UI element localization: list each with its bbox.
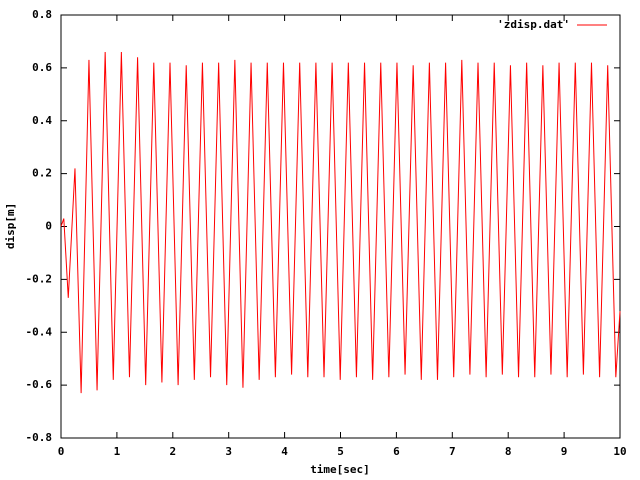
- y-tick-label: 0.8: [32, 8, 52, 21]
- y-tick-label: -0.4: [26, 325, 53, 338]
- x-tick-label: 1: [114, 445, 121, 458]
- x-tick-label: 8: [505, 445, 512, 458]
- y-tick-label: -0.2: [26, 272, 53, 285]
- x-tick-label: 6: [393, 445, 400, 458]
- y-axis-label: disp[m]: [4, 203, 17, 249]
- x-axis-label: time[sec]: [310, 463, 370, 476]
- y-tick-label: 0: [45, 220, 52, 233]
- x-tick-label: 10: [613, 445, 626, 458]
- y-tick-label: 0.6: [32, 61, 52, 74]
- y-tick-label: 0.2: [32, 167, 52, 180]
- x-tick-label: 7: [449, 445, 456, 458]
- legend-label: 'zdisp.dat': [497, 18, 570, 31]
- x-tick-label: 9: [561, 445, 568, 458]
- x-tick-label: 2: [169, 445, 176, 458]
- y-tick-label: -0.8: [26, 431, 53, 444]
- x-tick-label: 0: [58, 445, 65, 458]
- x-tick-label: 3: [225, 445, 232, 458]
- y-tick-label: -0.6: [26, 378, 53, 391]
- data-line: [60, 51, 621, 394]
- x-tick-label: 5: [337, 445, 344, 458]
- x-tick-label: 4: [281, 445, 288, 458]
- y-tick-label: 0.4: [32, 114, 52, 127]
